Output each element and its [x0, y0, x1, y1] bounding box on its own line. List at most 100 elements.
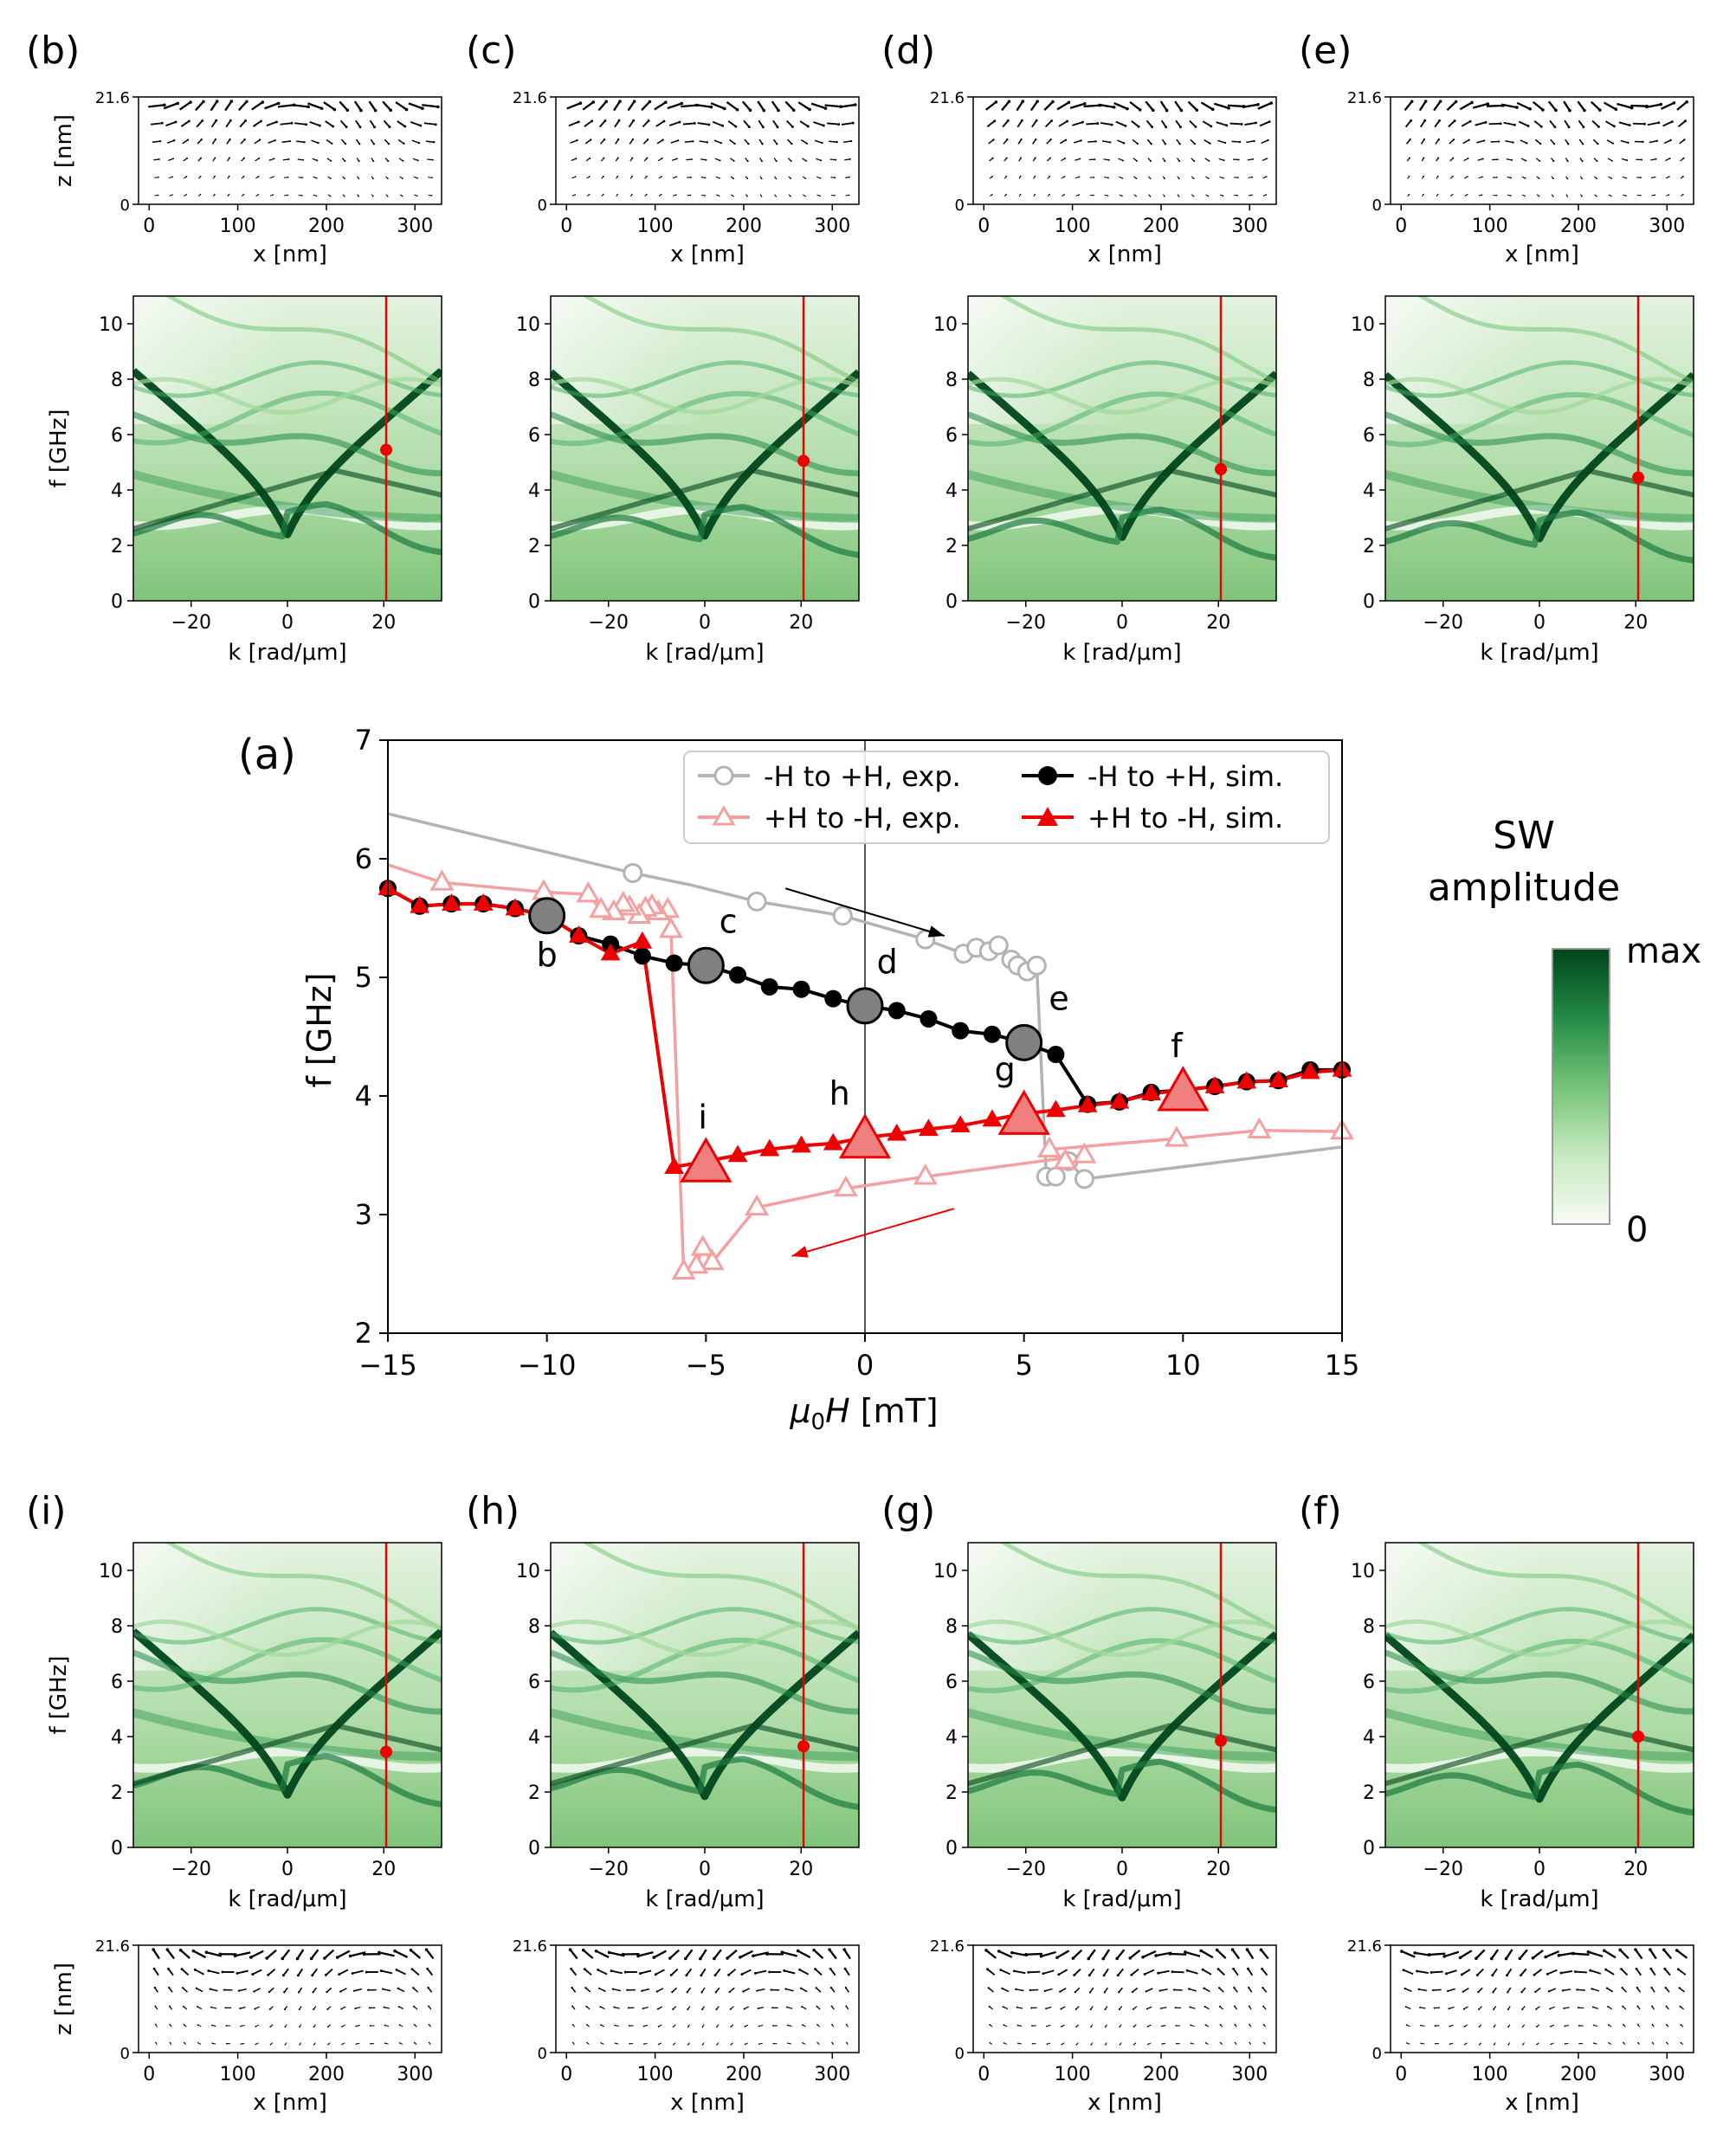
field-arrow-head — [180, 1968, 184, 1971]
field-arrow-head — [823, 106, 828, 110]
sim-down-point — [664, 1157, 684, 1174]
field-arrow-head — [746, 160, 749, 163]
field-arrow-head — [1581, 143, 1584, 145]
field-arrow-head — [1171, 1970, 1174, 1974]
field-arrow — [670, 139, 679, 144]
field-arrow-head — [588, 176, 590, 177]
field-arrow-head — [1193, 142, 1197, 145]
field-arrow-head — [272, 194, 274, 196]
field-arrow-head — [191, 1949, 196, 1953]
heatmap-mode-band — [551, 1708, 859, 1762]
field-arrow-head — [1104, 2008, 1107, 2011]
field-arrow-head — [1050, 119, 1054, 122]
field-arrow-head — [683, 1956, 687, 1961]
field-arrow-head — [727, 1973, 731, 1976]
field-arrow-head — [163, 103, 166, 107]
field-arrow-head — [1546, 1972, 1549, 1976]
field-arrow-head — [1090, 2043, 1092, 2046]
field-arrow — [1246, 140, 1255, 144]
field-arrow-head — [1249, 2023, 1250, 2026]
field-arrow-head — [384, 2042, 386, 2045]
field-arrow-head — [746, 177, 749, 180]
field-arrow-head — [171, 176, 174, 178]
field-arrow-head — [1463, 2043, 1466, 2046]
field-arrow-head — [257, 176, 260, 177]
field-arrow-head — [345, 126, 348, 129]
field-arrow-head — [1682, 157, 1685, 159]
field-arrow-head — [1497, 140, 1500, 143]
heatmap-ytick-label: 4 — [1363, 480, 1375, 502]
field-arrow-head — [1607, 2005, 1610, 2008]
field-xtick-label: 0 — [1395, 2064, 1407, 2085]
field-arrow — [268, 158, 274, 161]
field-arrow — [166, 1949, 176, 1960]
field-arrow-head — [1536, 2043, 1538, 2046]
heatmap-ylabel: f [GHz] — [46, 1655, 72, 1734]
field-arrow — [252, 1969, 262, 1976]
field-arrow-head — [1507, 2008, 1509, 2011]
field-arrow-head — [1021, 100, 1025, 103]
field-arrow-head — [1668, 194, 1670, 196]
field-xtick-label: 200 — [1143, 2064, 1179, 2085]
field-xtick-label: 0 — [1395, 216, 1407, 237]
field-arrow-head — [720, 142, 723, 145]
field-xtick-label: 100 — [637, 216, 674, 237]
field-arrow-head — [632, 119, 636, 122]
point-label-i: i — [698, 1098, 707, 1136]
field-arrow-head — [1640, 177, 1642, 178]
field-arrow-head — [1675, 1949, 1679, 1952]
heatmap-mode-band — [968, 391, 1276, 447]
field-arrow — [397, 1988, 405, 1993]
heatmap-mode-band — [1385, 377, 1694, 415]
field-arrow-head — [340, 2008, 343, 2010]
sim-up-point — [729, 966, 747, 984]
field-arrow-head — [1215, 1948, 1219, 1952]
field-arrow-head — [704, 195, 707, 197]
field-arrow-head — [413, 2023, 416, 2026]
field-arrow — [584, 1968, 592, 1976]
main-ytick-label: 3 — [355, 1198, 372, 1231]
field-arrow-head — [715, 2008, 718, 2011]
field-arrow-head — [387, 160, 390, 163]
field-arrow — [1649, 140, 1657, 144]
field-arrow — [612, 1988, 622, 1992]
field-arrow-head — [1061, 2026, 1062, 2027]
field-arrow — [814, 1968, 823, 1976]
field-arrow-head — [242, 193, 245, 196]
field-arrow-head — [313, 2008, 315, 2011]
field-arrow-head — [1650, 1986, 1653, 1989]
field-arrow-head — [251, 1973, 255, 1976]
field-arrow-head — [722, 106, 726, 111]
field-ylabel: z [nm] — [51, 114, 77, 187]
field-arrow-head — [1404, 2006, 1407, 2008]
field-arrow-head — [1637, 2041, 1639, 2044]
field-arrow — [427, 158, 433, 161]
field-arrow — [1647, 121, 1659, 126]
field-arrow-head — [221, 1970, 224, 1974]
field-arrow-head — [576, 139, 578, 142]
field-arrow — [1475, 121, 1487, 126]
field-arrow — [1171, 1970, 1184, 1974]
field-arrow-head — [661, 176, 662, 177]
field-arrow-head — [417, 141, 421, 145]
field-arrow-head — [1063, 193, 1065, 196]
heatmap-xtick-label: 20 — [1206, 1859, 1230, 1880]
field-arrow-head — [352, 1989, 356, 1992]
field-arrow — [1129, 1949, 1141, 1959]
field-arrow-head — [719, 159, 721, 162]
heatmap-mode-band — [133, 1607, 442, 1645]
field-arrow-head — [1610, 159, 1613, 162]
field-arrow-head — [1405, 2024, 1408, 2027]
field-arrow-head — [740, 1973, 744, 1976]
field-arrow-head — [1247, 1967, 1249, 1970]
heatmap-mode-band — [1385, 469, 1694, 523]
field-arrow — [264, 102, 280, 110]
field-arrow-head — [1222, 195, 1224, 197]
field-arrow-head — [1024, 1952, 1028, 1956]
field-arrow — [1449, 2006, 1455, 2009]
exp-down-point — [1247, 1117, 1272, 1139]
field-arrow-head — [786, 2024, 789, 2027]
field-arrow-head — [1089, 2008, 1092, 2011]
